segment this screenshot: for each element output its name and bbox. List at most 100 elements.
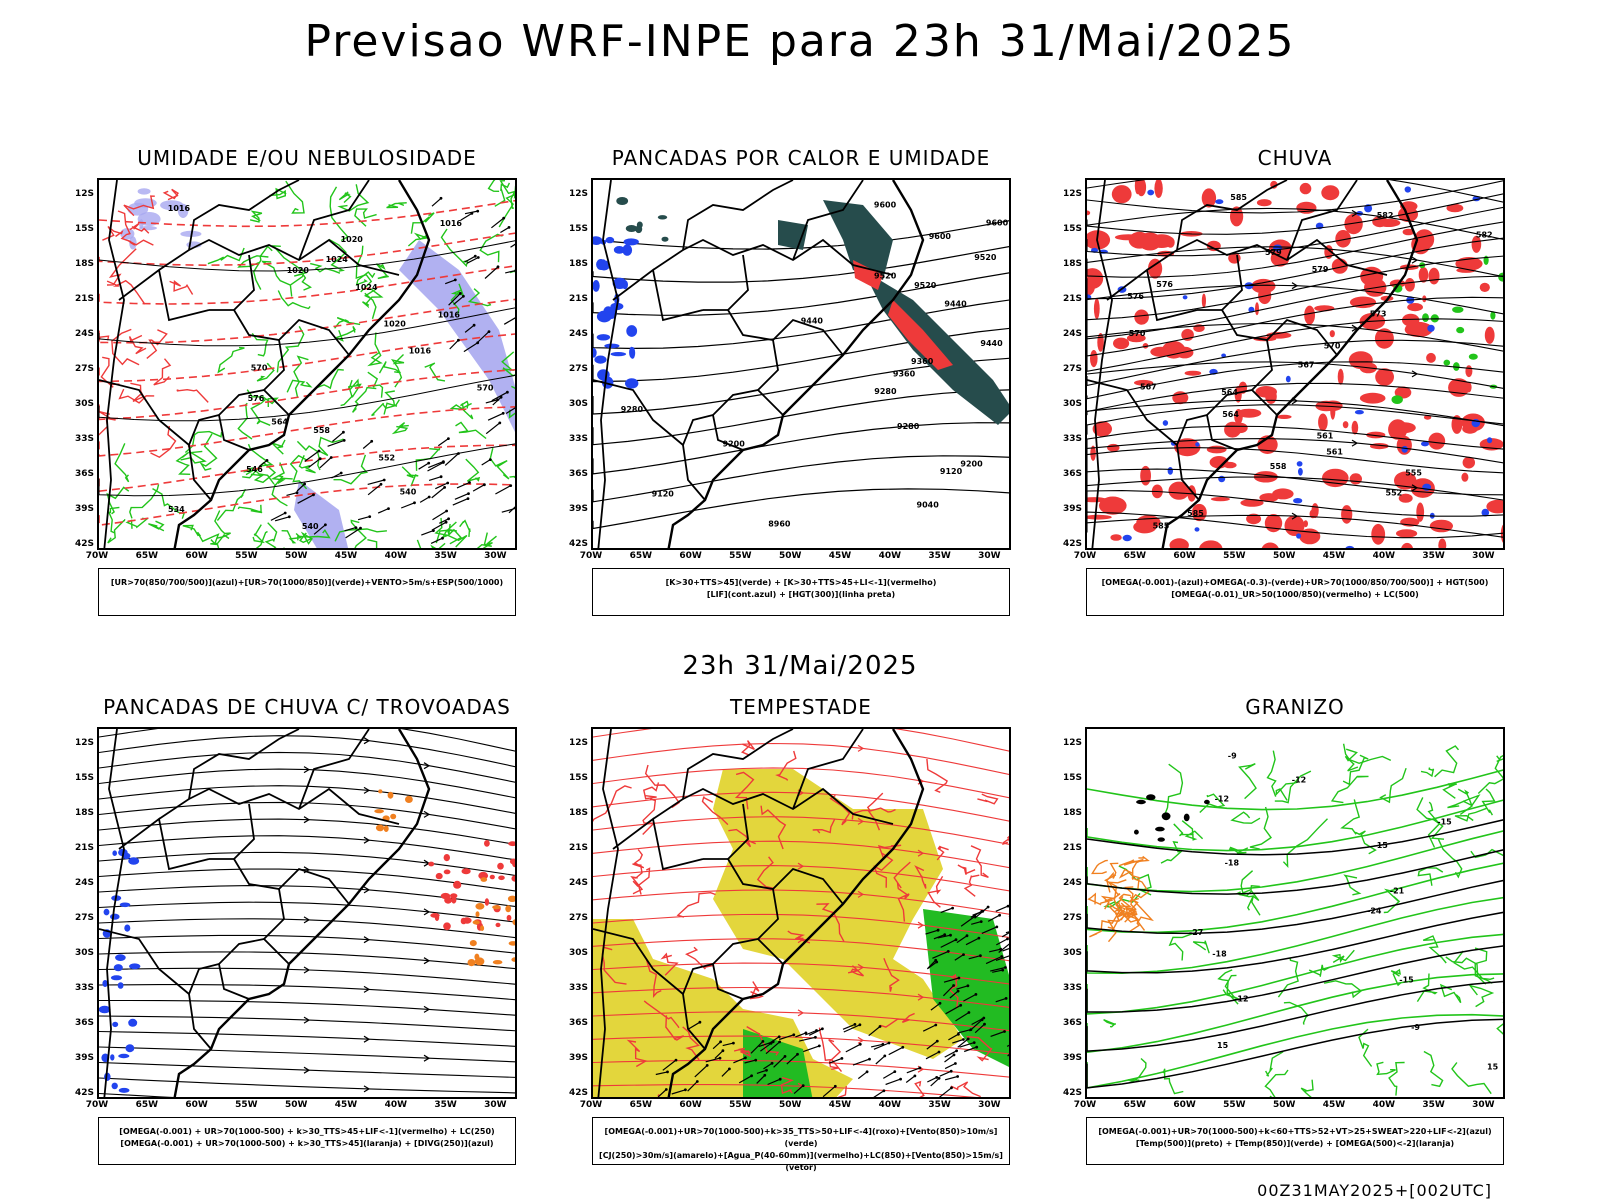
page-title: Previsao WRF-INPE para 23h 31/Mai/2025 [304,16,1296,67]
latitude-label: 15S [1062,224,1082,234]
latitude-label: 24S [568,878,588,888]
latitude-label: 12S [568,738,588,748]
map-panel [591,727,1011,1099]
map-canvas [593,729,1009,1097]
contour-label: 9280 [621,405,644,414]
panel-legend: [UR>70(850/700/500)](azul)+[UR>70(1000/8… [98,568,516,616]
longitude-label: 30W [484,551,507,561]
latitude-label: 39S [1062,504,1082,514]
legend-line: [OMEGA(-0.001)+UR>70(1000-500)+k>35_TTS>… [604,1127,998,1148]
contour-label: 9440 [801,317,824,326]
map-canvas: 1016 1016 1020 1024 1020 1024 1016 1020 1016 570 5… [99,180,515,548]
contour-label: 570 [1324,341,1341,350]
contour-label: 9600 [986,218,1009,227]
latitude-label: 36S [74,469,94,479]
contour-label: 558 [313,426,330,435]
latitude-label: 24S [1062,329,1082,339]
panel-title: PANCADAS POR CALOR E UMIDADE [611,146,991,170]
longitude-label: 35W [1422,1100,1445,1110]
contour-label: -21 [1390,886,1405,895]
longitude-label: 65W [135,551,159,561]
longitude-label: 50W [284,551,308,561]
longitude-label: 40W [1372,1100,1396,1110]
panel-legend: [OMEGA(-0.001)+UR>70(1000-500)+k>35_TTS>… [592,1117,1010,1172]
panel-legend: [OMEGA(-0.001) + UR>70(1000-500) + k>30_… [98,1117,516,1165]
map-panel: 1016 1016 1020 1024 1020 1024 1016 1020 1016 570 5… [97,178,517,550]
latitude-label: 18S [1062,808,1082,818]
longitude-label: 35W [928,551,951,561]
longitude-label: 40W [384,1100,408,1110]
contour-label: 579 [1312,265,1329,274]
longitude-label: 45W [828,1100,852,1110]
contour-label: 1024 [326,255,349,264]
longitude-label: 60W [185,551,208,561]
latitude-label: 21S [1062,294,1082,304]
contour-label: 534 [168,505,185,514]
longitude-label: 65W [629,551,653,561]
contour-label: 540 [302,522,319,531]
longitude-label: 30W [978,551,1001,561]
contour-label: 552 [378,454,395,463]
longitude-label: 55W [729,1100,752,1110]
legend-line: [Temp(500)](preto) + [Temp(850)](verde) … [1135,1139,1455,1148]
longitude-label: 30W [1472,551,1495,561]
contour-label: 567 [1140,382,1157,391]
latitude-label: 15S [568,224,588,234]
contour-label: 555 [1405,469,1422,478]
contour-label: 1016 [168,204,191,213]
contour-label: 1016 [440,219,463,228]
legend-line: [LIF](cont.azul) + [HGT(300)](linha pret… [706,590,896,599]
contour-label: 570 [477,384,494,393]
longitude-label: 35W [434,551,457,561]
latitude-label: 27S [1062,364,1082,374]
contour-label: 9440 [944,300,967,309]
contour-label: 9520 [974,253,997,262]
latitude-label: 39S [1062,1053,1082,1063]
latitude-label: 33S [74,434,94,444]
map-panel: -9 -12 -12 -15 -15 -18 -21 -24 -27 -18 -15 -12 -9 15 1… [1085,727,1505,1099]
latitude-label: 33S [568,983,588,993]
contour-label: -15 [1437,818,1452,827]
latitude-label: 21S [74,843,94,853]
longitude-label: 55W [729,551,752,561]
contour-label: -24 [1367,906,1382,915]
panel-title: TEMPESTADE [730,695,872,719]
contour-label: 573 [1370,309,1387,318]
latitude-label: 36S [1062,469,1082,479]
contour-label: 546 [246,465,263,474]
latitude-label: 36S [568,1018,588,1028]
contour-label: 9120 [652,490,675,499]
longitude-label: 55W [1223,1100,1246,1110]
contour-label: 9280 [897,422,920,431]
latitude-label: 36S [568,469,588,479]
contour-label: 8960 [768,519,791,528]
legend-line: [OMEGA(-0.001) + UR>70(1000-500) + k>30_… [120,1139,494,1148]
contour-label: 582 [1476,230,1493,239]
longitude-label: 70W [1073,1100,1097,1110]
panel-title: CHUVA [1257,146,1333,170]
legend-line: [OMEGA(-0.001)-(azul)+OMEGA(-0.3)-(verde… [1101,578,1489,587]
contour-label: 9600 [929,232,952,241]
legend-line: [UR>70(850/700/500)](azul)+[UR>70(1000/8… [110,578,504,587]
contour-label: 576 [1156,280,1173,289]
panel-title: GRANIZO [1245,695,1345,719]
latitude-label: 21S [74,294,94,304]
longitude-label: 65W [1123,551,1147,561]
contour-label: 9200 [723,440,746,449]
latitude-label: 30S [74,948,94,958]
latitude-label: 12S [1062,738,1082,748]
contour-label: 1016 [409,347,432,356]
map-canvas: 585 582 582 579 579 576 576 573 570 570 567 567 564 5… [1087,180,1503,548]
longitude-label: 35W [434,1100,457,1110]
latitude-label: 12S [568,189,588,199]
latitude-label: 27S [74,913,94,923]
map-canvas [99,729,515,1097]
longitude-label: 45W [334,1100,358,1110]
latitude-label: 24S [568,329,588,339]
contour-label: 9520 [874,271,897,280]
latitude-label: 33S [74,983,94,993]
latitude-label: 33S [568,434,588,444]
map-canvas: -9 -12 -12 -15 -15 -18 -21 -24 -27 -18 -15 -12 -9 15 1… [1087,743,1503,1097]
contour-label: 564 [1221,388,1238,397]
latitude-label: 36S [74,1018,94,1028]
